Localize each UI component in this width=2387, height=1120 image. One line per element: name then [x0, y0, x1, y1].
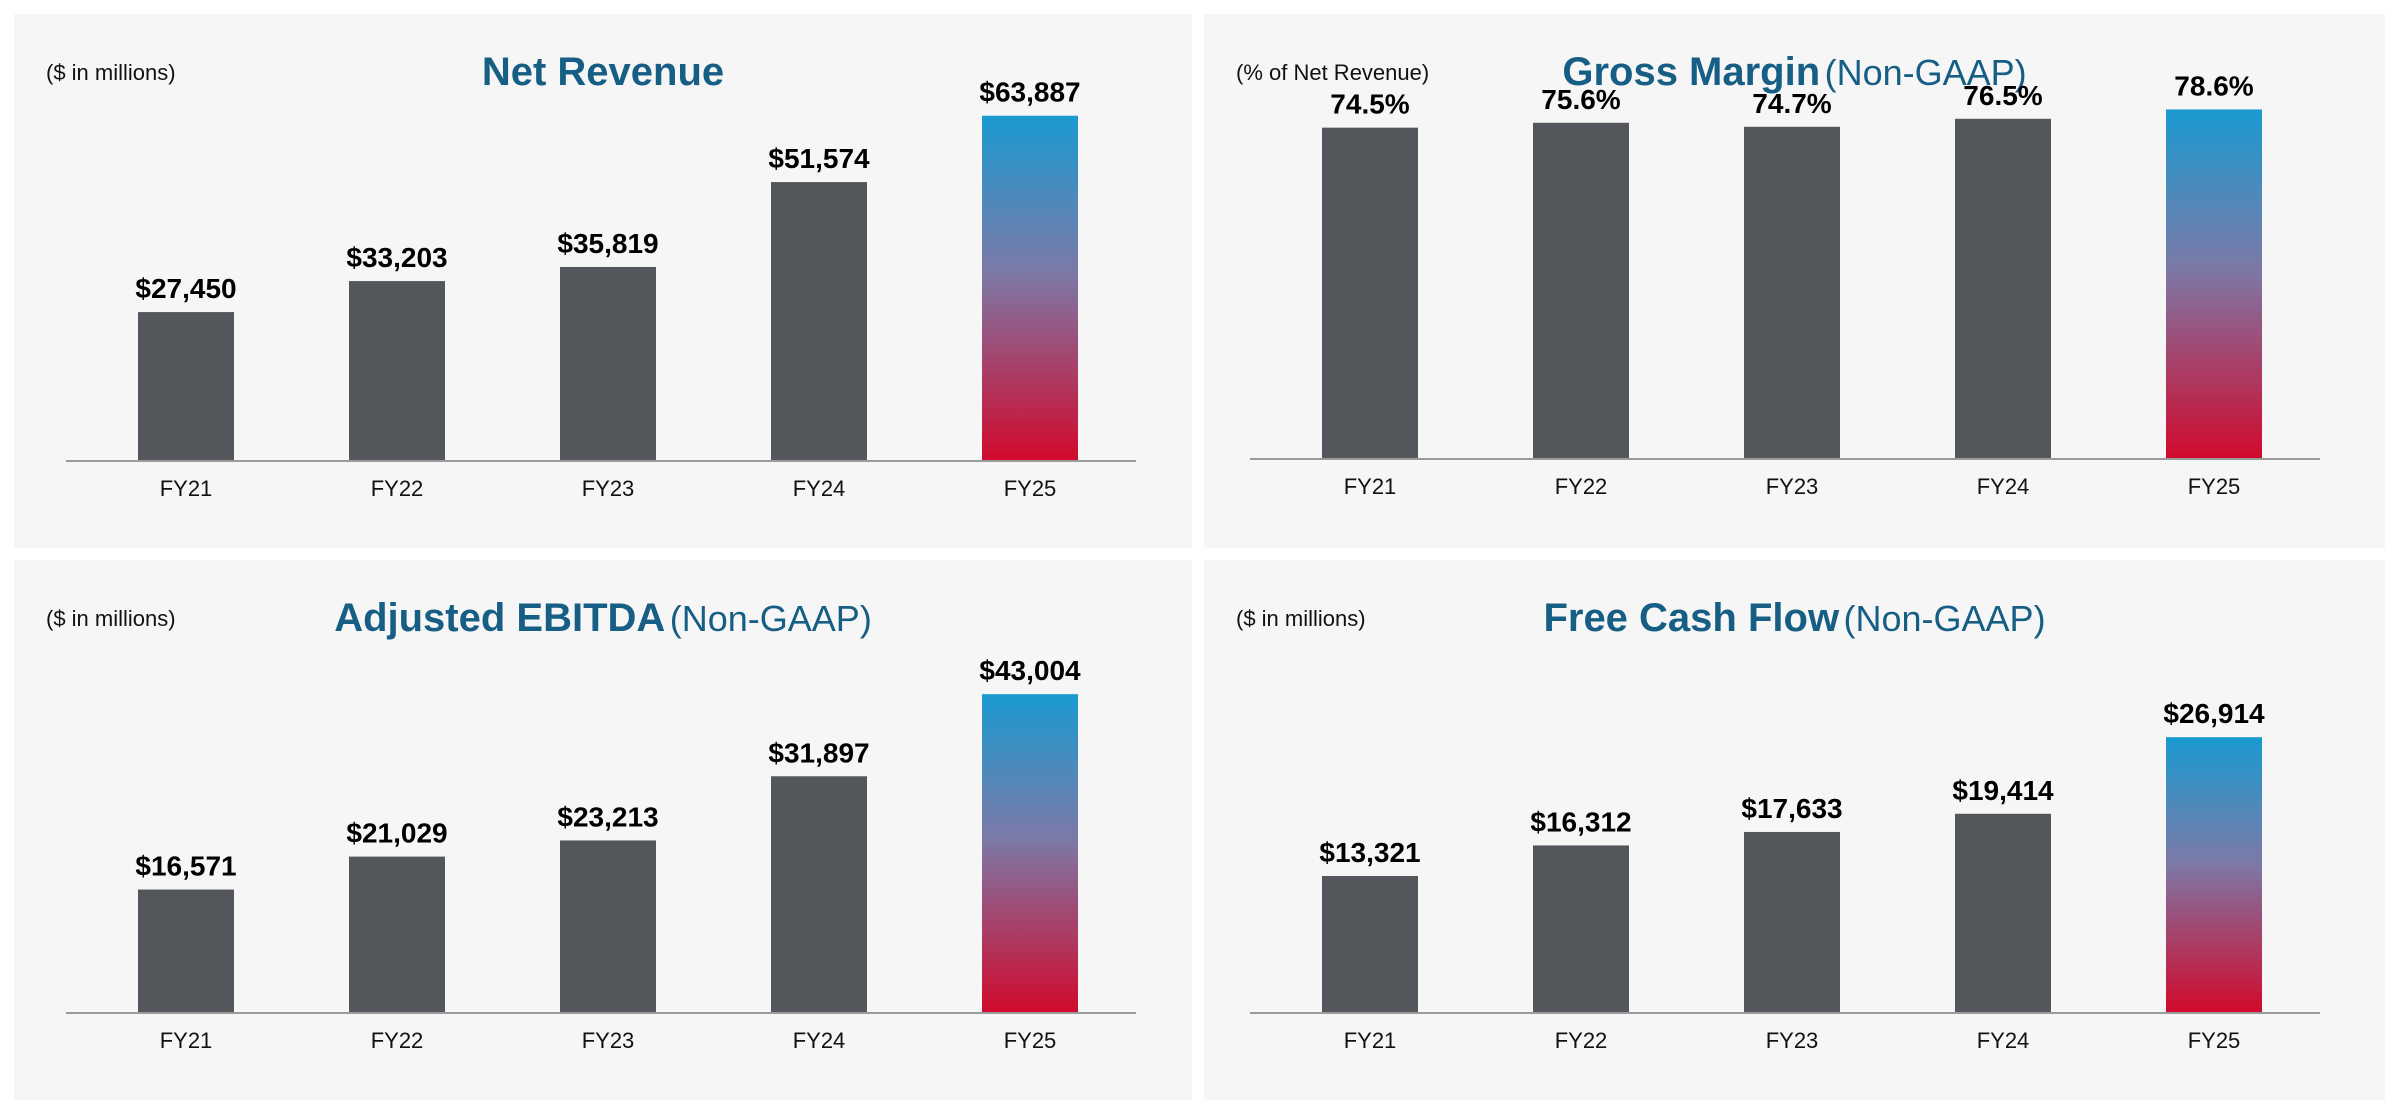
data-label: $19,414 — [1952, 775, 2054, 806]
x-tick-label: FY21 — [160, 476, 213, 501]
data-label: 76.5% — [1963, 80, 2042, 111]
bar-fy21 — [1322, 127, 1418, 458]
x-tick-label: FY22 — [1555, 474, 1608, 499]
x-tick-label: FY25 — [2188, 1028, 2241, 1053]
x-tick-label: FY23 — [1766, 1028, 1819, 1053]
x-tick-label: FY24 — [1977, 1028, 2030, 1053]
chart-title: Free Cash Flow (Non-GAAP) — [1204, 596, 2385, 641]
unit-note: (% of Net Revenue) — [1236, 60, 1430, 85]
chart-title: Adjusted EBITDA (Non-GAAP) — [14, 596, 1192, 641]
bar-fy22 — [349, 281, 445, 460]
bar-chart-plot: 74.5% FY21 75.6% FY22 74.7% FY23 76.5% FY24 78.6… — [1250, 70, 2320, 499]
x-tick-label: FY25 — [1004, 1028, 1057, 1053]
x-tick-label: FY24 — [793, 476, 846, 501]
bar-fy22 — [1533, 122, 1629, 458]
chart-title: Net Revenue — [14, 50, 1192, 95]
bar-fy23 — [560, 840, 656, 1012]
bar-chart-plot: $27,450 FY21 $33,203 FY22 $35,819 FY23 $51,574… — [66, 77, 1136, 501]
x-tick-label: FY21 — [160, 1028, 213, 1053]
x-tick-label: FY23 — [582, 1028, 635, 1053]
chart-title: Gross Margin (Non-GAAP) — [1204, 50, 2385, 95]
x-tick-label: FY25 — [1004, 476, 1057, 501]
data-label: $13,321 — [1319, 837, 1420, 868]
data-label: $17,633 — [1741, 793, 1842, 824]
bar-fy23 — [1744, 831, 1840, 1012]
chart-title-main: Gross Margin — [1562, 50, 1821, 94]
bar-fy21 — [138, 889, 234, 1012]
data-label: $33,203 — [346, 242, 447, 273]
chart-panel-net-revenue: ($ in millions) Net Revenue $27,450 FY21 $… — [14, 14, 1192, 548]
bar-fy22 — [1533, 845, 1629, 1012]
chart-title-sub: (Non-GAAP) — [1843, 598, 2046, 639]
bar-fy24 — [771, 182, 867, 461]
data-label: $35,819 — [557, 228, 658, 259]
x-tick-label: FY23 — [1766, 474, 1819, 499]
x-tick-label: FY21 — [1344, 1028, 1397, 1053]
chart-panel-gross-margin: (% of Net Revenue) Gross Margin (Non-GAA… — [1204, 14, 2385, 548]
data-label: $26,914 — [2163, 698, 2265, 729]
unit-note: ($ in millions) — [1236, 606, 1366, 631]
chart-title-main: Net Revenue — [481, 50, 725, 94]
x-tick-label: FY24 — [1977, 474, 2030, 499]
data-label: $43,004 — [979, 655, 1081, 686]
chart-panel-free-cash-flow: ($ in millions) Free Cash Flow (Non-GAAP… — [1204, 560, 2385, 1100]
x-tick-label: FY25 — [2188, 474, 2241, 499]
x-tick-label: FY22 — [1555, 1028, 1608, 1053]
data-label: 75.6% — [1541, 84, 1620, 115]
x-tick-label: FY22 — [371, 476, 424, 501]
data-label: $23,213 — [557, 801, 658, 832]
data-label: $16,312 — [1530, 806, 1631, 837]
bar-fy21 — [138, 312, 234, 460]
data-label: 74.5% — [1330, 89, 1409, 120]
bar-fy25 — [982, 115, 1078, 460]
bar-fy24 — [1955, 118, 2051, 458]
data-label: 74.7% — [1752, 88, 1831, 119]
data-label: $63,887 — [979, 77, 1080, 108]
bar-fy22 — [349, 856, 445, 1012]
chart-title-main: Free Cash Flow — [1543, 596, 1840, 640]
unit-note: ($ in millions) — [46, 60, 176, 85]
bar-fy21 — [1322, 875, 1418, 1012]
data-label: 78.6% — [2174, 70, 2253, 101]
x-tick-label: FY24 — [793, 1028, 846, 1053]
bar-chart-plot: $13,321 FY21 $16,312 FY22 $17,633 FY23 $19,414… — [1250, 698, 2320, 1053]
data-label: $27,450 — [135, 273, 236, 304]
bar-chart-plot: $16,571 FY21 $21,029 FY22 $23,213 FY23 $31,897… — [66, 655, 1136, 1053]
x-tick-label: FY22 — [371, 1028, 424, 1053]
bar-fy23 — [560, 266, 656, 460]
chart-panel-adjusted-ebitda: ($ in millions) Adjusted EBITDA (Non-GAA… — [14, 560, 1192, 1100]
bar-fy25 — [2166, 109, 2262, 458]
unit-note: ($ in millions) — [46, 606, 176, 631]
chart-title-main: Adjusted EBITDA — [334, 596, 666, 640]
bar-fy24 — [771, 776, 867, 1012]
bar-fy24 — [1955, 813, 2051, 1012]
x-tick-label: FY23 — [582, 476, 635, 501]
bar-fy23 — [1744, 126, 1840, 459]
data-label: $31,897 — [768, 737, 869, 768]
data-label: $16,571 — [135, 851, 236, 882]
bar-fy25 — [982, 694, 1078, 1012]
bar-fy25 — [2166, 737, 2262, 1012]
chart-title-sub: (Non-GAAP) — [1824, 52, 2027, 93]
data-label: $21,029 — [346, 818, 447, 849]
x-tick-label: FY21 — [1344, 474, 1397, 499]
chart-title-sub: (Non-GAAP) — [669, 598, 872, 639]
data-label: $51,574 — [768, 143, 870, 174]
